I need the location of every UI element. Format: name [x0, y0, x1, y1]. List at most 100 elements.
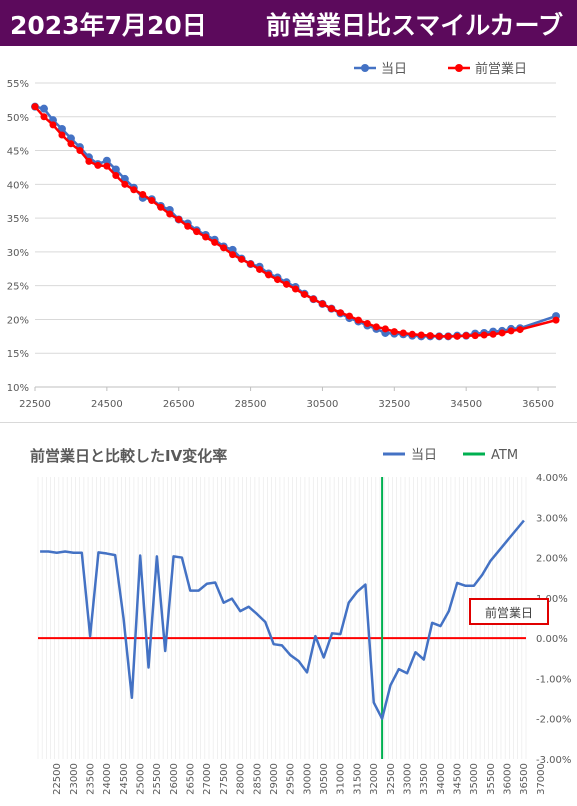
chart1-series-1-point: [211, 238, 219, 246]
chart1-series-1-point: [453, 332, 461, 340]
chart1-legend-marker: [455, 64, 463, 72]
chart1-series-1-point: [85, 157, 93, 165]
chart1-series-1-point: [121, 180, 129, 188]
chart1-series-1-point: [247, 260, 255, 268]
chart1-series-1-point: [292, 285, 299, 293]
chart2-x-tick-label: 28000: [236, 763, 247, 795]
chart1-y-tick-label: 50%: [7, 113, 29, 124]
chart1-series-1-point: [274, 276, 282, 284]
chart2-series-line: [40, 519, 525, 720]
chart2-x-tick-label: 34500: [452, 763, 463, 795]
chart1-series-0-point: [111, 165, 120, 174]
chart2-x-tick-label: 22500: [52, 763, 63, 795]
chart1-legend-label: 前営業日: [475, 61, 527, 77]
chart1-series-1-point: [300, 290, 308, 298]
chart1-series-1-point: [202, 233, 210, 241]
chart1-series-0-point: [102, 156, 111, 165]
chart1-series-1-point: [256, 265, 264, 273]
header-banner: 2023年7月20日 前営業日比スマイルカーブ: [0, 0, 577, 46]
chart2-y-tick-label: -3.00%: [536, 755, 571, 766]
chart2-x-tick-label: 33500: [419, 763, 430, 795]
chart2-x-tick-label: 23500: [85, 763, 96, 795]
chart2-annotation: 前営業日: [469, 598, 549, 625]
chart1-x-tick-label: 34500: [450, 399, 482, 410]
chart1-series: [31, 102, 560, 341]
chart1-series-1-point: [444, 332, 452, 340]
chart1-series-1-point: [417, 331, 425, 339]
chart2-x-tick-label: 29500: [286, 763, 297, 795]
chart1-y-tick-label: 10%: [7, 383, 29, 394]
chart2-x-tick-label: 31000: [336, 763, 347, 795]
chart1-series-1-point: [67, 140, 75, 148]
chart1-y-tick-label: 35%: [7, 214, 29, 225]
chart1-series-1-point: [552, 316, 560, 324]
chart2-legend: 当日 ATM: [383, 448, 518, 463]
chart1-x-tick-label: 28500: [235, 399, 267, 410]
chart1-y-tick-label: 25%: [7, 282, 29, 293]
chart2-x-tick-label: 35000: [469, 763, 480, 795]
chart1-series-line-0: [34, 105, 557, 338]
chart2-x-tick-label: 30000: [302, 763, 313, 795]
chart2-x-tick-label: 26500: [186, 763, 197, 795]
chart2-x-tick-label: 27500: [219, 763, 230, 795]
chart2-x-tick-label: 25000: [136, 763, 147, 795]
chart2-x-ticks: 22500 23000 23500 24000 24500 25000 25500 26000…: [52, 763, 547, 795]
chart1-y-ticks: 10% 15% 20% 25% 30% 35% 40% 45% 50% 55%: [7, 79, 29, 394]
chart1-series-1-point: [345, 312, 353, 320]
chart1-series-1-point: [229, 251, 237, 259]
chart1-series-1-point: [498, 329, 506, 337]
chart1-series-1-point: [309, 295, 317, 303]
chart1-y-tick-label: 30%: [7, 248, 29, 259]
chart2-y-tick-label: 0.00%: [536, 634, 568, 645]
chart2-x-tick-label: 27000: [202, 763, 213, 795]
chart2-x-tick-label: 31500: [352, 763, 363, 795]
chart2-x-tick-label: 25500: [152, 763, 163, 795]
chart1-x-tick-label: 26500: [163, 399, 195, 410]
chart1-series-1-point: [139, 190, 147, 198]
chart1-series-line-1: [34, 105, 557, 338]
chart1-x-tick-label: 32500: [378, 399, 410, 410]
chart1-series-1-point: [354, 316, 362, 324]
chart1-series-1-point: [336, 309, 344, 317]
chart2-gridlines: [37, 477, 527, 759]
chart2-y-tick-label: 1.00%: [536, 594, 568, 605]
chart2-x-tick-label: 33000: [402, 763, 413, 795]
chart1-series-1-point: [435, 332, 443, 340]
chart1-series-1-point: [408, 330, 416, 338]
chart1-series-1-point: [220, 244, 228, 252]
chart1-series-1-point: [76, 147, 84, 155]
chart1-series-1-point: [327, 305, 335, 313]
chart1-series-1-point: [184, 222, 192, 230]
chart1-series-1-point: [471, 332, 479, 340]
chart1-series-0-point: [39, 104, 48, 113]
chart1-gridlines: [35, 82, 556, 388]
chart1-series-1-point: [318, 300, 326, 308]
chart1-y-tick-label: 45%: [7, 147, 29, 158]
chart2-x-tick-label: 35500: [486, 763, 497, 795]
chart1-series-1-point: [166, 210, 174, 218]
chart1-legend-label: 当日: [381, 62, 407, 77]
chart2-y-tick-label: -2.00%: [536, 715, 571, 726]
chart2-x-tick-label: 26000: [169, 763, 180, 795]
chart1-x-tick-label: 24500: [91, 399, 123, 410]
chart1-series-1-point: [94, 161, 102, 169]
chart1-series-1-point: [480, 331, 488, 339]
chart1-series-1-point: [390, 328, 398, 336]
chart2-x-tick-label: 23000: [69, 763, 80, 795]
chart1-y-tick-label: 40%: [7, 180, 29, 191]
chart1-series-1-point: [238, 255, 246, 263]
chart2-annotation-box: [469, 598, 549, 625]
chart2-y-tick-label: 4.00%: [536, 473, 568, 484]
chart1-series-1-point: [507, 327, 515, 335]
smile-curve-chart: 10% 15% 20% 25% 30% 35% 40% 45% 50% 55% 22500 2450…: [7, 61, 560, 410]
chart1-series-1-point: [103, 162, 111, 170]
chart1-series-1-point: [516, 326, 524, 334]
chart2-annotation-label: 前営業日: [485, 605, 533, 620]
chart2-legend-label: ATM: [491, 448, 518, 463]
chart1-series-1-point: [372, 323, 380, 331]
chart1-series-1-point: [49, 121, 57, 129]
chart1-series-1-point: [58, 131, 66, 139]
chart1-x-tick-label: 36500: [522, 399, 554, 410]
chart1-y-tick-label: 20%: [7, 315, 29, 326]
chart2-y-tick-label: 2.00%: [536, 554, 568, 565]
